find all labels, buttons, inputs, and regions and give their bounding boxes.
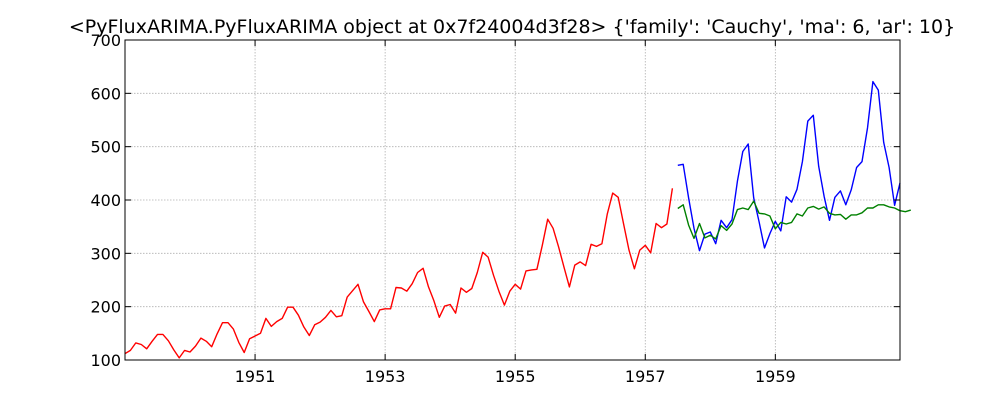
x-tick-label: 1951 <box>235 367 276 386</box>
y-tick-label: 500 <box>90 138 121 157</box>
x-tick-label: 1953 <box>365 367 406 386</box>
series-line-3 <box>677 200 911 240</box>
y-tick-label: 700 <box>90 31 121 50</box>
grid-lines <box>125 40 900 360</box>
tick-labels: 1951 1953 1955 1957 1959 100 200 300 400 500 600 70… <box>90 31 795 386</box>
series-line-2 <box>677 80 901 252</box>
chart-title: <PyFluxARIMA.PyFluxARIMA object at 0x7f2… <box>69 16 955 38</box>
x-tick-label: 1959 <box>755 367 796 386</box>
y-tick-label: 400 <box>90 191 121 210</box>
y-tick-label: 600 <box>90 84 121 103</box>
series-lines <box>124 80 911 359</box>
y-tick-label: 300 <box>90 244 121 263</box>
x-tick-label: 1957 <box>625 367 666 386</box>
axis-ticks <box>125 39 900 361</box>
x-tick-label: 1955 <box>495 367 536 386</box>
y-tick-label: 100 <box>90 351 121 370</box>
y-tick-label: 200 <box>90 298 121 317</box>
series-line-1 <box>124 188 674 359</box>
